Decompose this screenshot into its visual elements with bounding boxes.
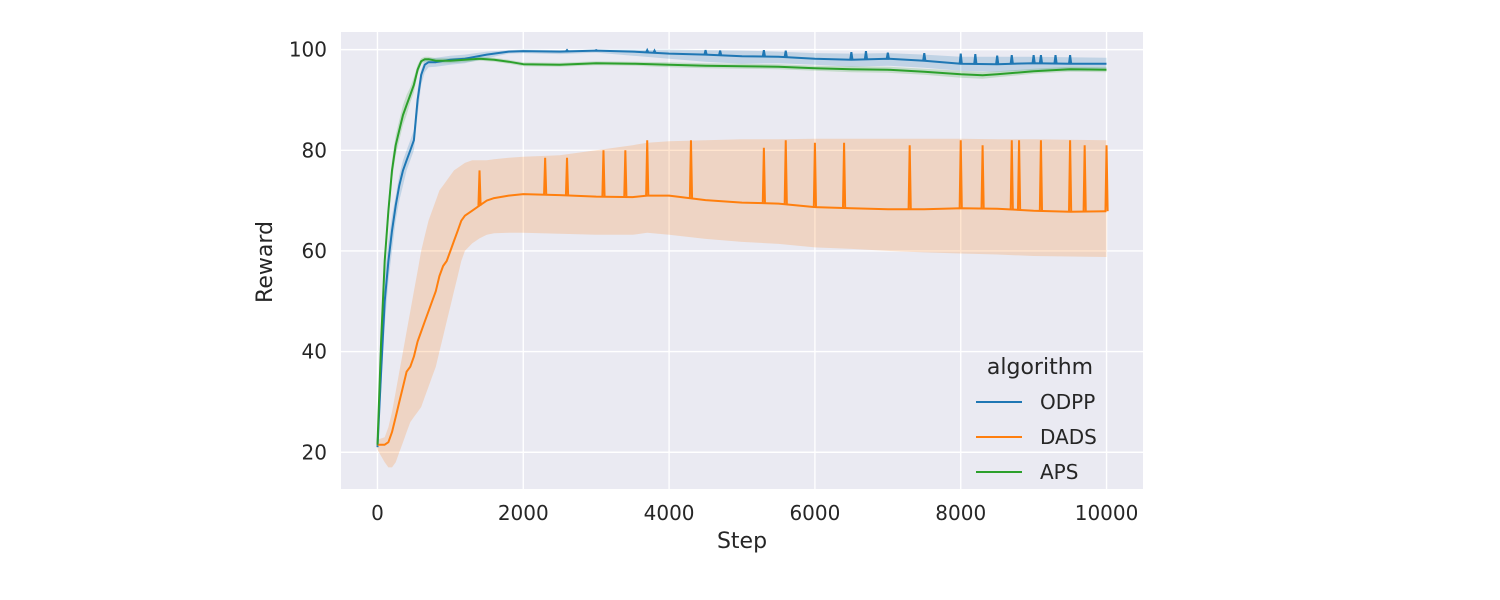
dads-spike <box>1009 140 1014 210</box>
dads-spike <box>645 140 650 196</box>
odpp-spike <box>1009 55 1014 64</box>
y-axis-ticks: 20 40 60 80 100 <box>289 38 327 465</box>
x-tick-label: 10000 <box>1075 501 1139 525</box>
odpp-spike <box>922 52 927 61</box>
dads-spike <box>1038 140 1044 211</box>
odpp-spike <box>1068 55 1073 64</box>
dads-spike <box>841 142 847 208</box>
dads-confidence-band <box>377 138 1107 468</box>
x-tick-label: 0 <box>371 501 384 525</box>
x-tick-label: 8000 <box>935 501 986 525</box>
dads-spike <box>564 157 570 196</box>
y-tick-label: 20 <box>302 440 327 464</box>
legend: algorithm ODPP DADS APS <box>976 355 1097 484</box>
plot-background <box>341 32 1143 489</box>
grid-lines <box>341 32 1143 489</box>
dads-spike <box>907 145 912 210</box>
dads-spike <box>601 150 606 197</box>
odpp-spike <box>594 49 598 52</box>
dads-spike <box>477 170 482 206</box>
odpp-spike <box>761 49 766 57</box>
legend-label-odpp: ODPP <box>1040 390 1095 414</box>
x-axis-label: Step <box>717 529 767 554</box>
odpp-spike <box>863 50 869 60</box>
legend-title: algorithm <box>987 355 1093 380</box>
dads-spike <box>812 142 818 208</box>
confidence-bands <box>377 49 1107 468</box>
y-tick-label: 80 <box>302 138 327 162</box>
y-tick-label: 100 <box>289 38 327 62</box>
odpp-spike <box>995 55 1000 65</box>
dads-spike <box>623 150 628 198</box>
dads-spike <box>1082 145 1087 212</box>
odpp-spike <box>652 48 657 54</box>
odpp-spike <box>645 47 650 53</box>
odpp-spike <box>885 52 890 59</box>
odpp-spike <box>1038 55 1044 64</box>
dads-spike <box>980 145 985 209</box>
dads-spike <box>1104 145 1109 212</box>
odpp-spike <box>565 48 569 53</box>
odpp-spike <box>1053 55 1058 64</box>
y-tick-label: 60 <box>302 239 327 263</box>
odpp-spike <box>718 50 723 56</box>
dads-spike <box>761 147 766 204</box>
y-tick-label: 40 <box>302 340 327 364</box>
dads-spike <box>783 140 788 205</box>
dads-spike <box>688 140 694 199</box>
dads-spike <box>543 157 548 195</box>
odpp-spike <box>849 51 854 60</box>
legend-label-aps: APS <box>1040 460 1078 484</box>
odpp-line <box>376 49 1107 448</box>
x-tick-label: 4000 <box>644 501 695 525</box>
legend-label-dads: DADS <box>1040 425 1097 449</box>
odpp-spike <box>1031 55 1036 64</box>
aps-line <box>376 57 1107 445</box>
odpp-spike <box>958 53 963 64</box>
x-axis-ticks: 0 2000 4000 6000 8000 10000 <box>371 501 1138 525</box>
odpp-spike <box>973 54 978 65</box>
x-tick-label: 6000 <box>789 501 840 525</box>
series-lines <box>376 47 1109 448</box>
dads-spike <box>958 140 963 209</box>
y-axis-label: Reward <box>253 221 278 303</box>
dads-spike <box>1016 140 1022 210</box>
odpp-spike <box>783 50 788 58</box>
dads-line <box>377 193 1107 446</box>
dads-spike <box>1067 140 1073 212</box>
x-tick-label: 2000 <box>498 501 549 525</box>
odpp-spike <box>703 49 708 55</box>
